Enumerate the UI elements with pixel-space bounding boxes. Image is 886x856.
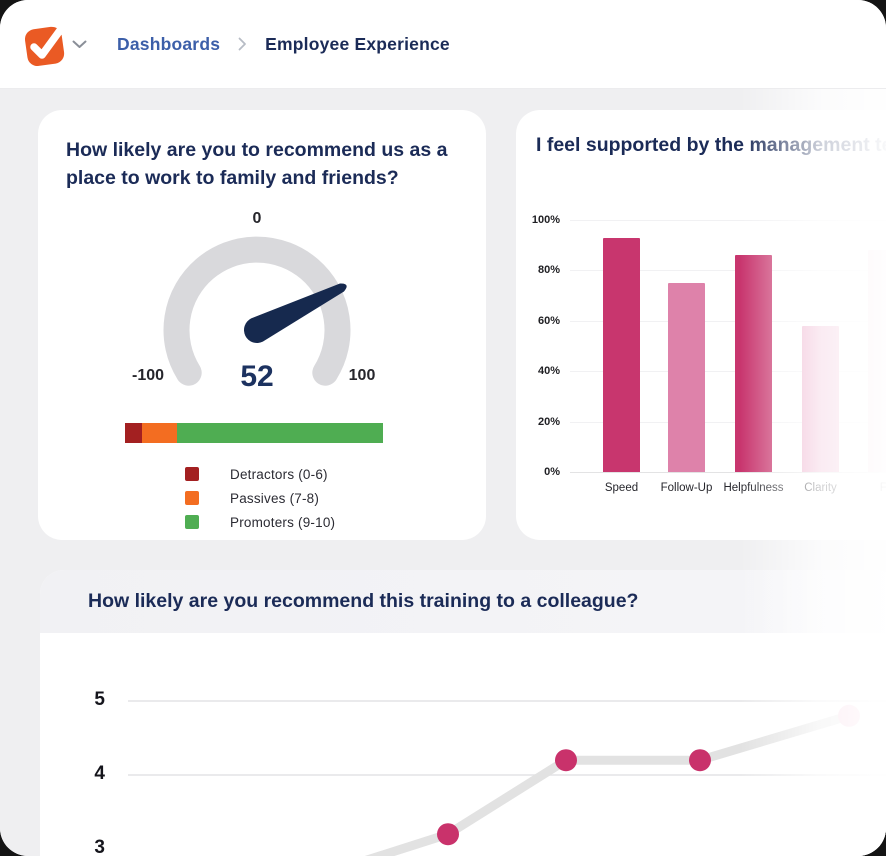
bar-chart-gridline — [570, 472, 886, 473]
line-chart-line — [364, 711, 854, 856]
bar-chart-ytick-label: 40% — [537, 365, 560, 378]
dashboard-content: How likely are you to recommend us as a … — [0, 88, 886, 856]
bar-chart-gridline — [570, 371, 886, 373]
breadcrumb-dashboards-link[interactable]: Dashboards — [117, 33, 221, 54]
nps-distribution-bar — [125, 423, 383, 443]
nps-bar-segment — [176, 423, 383, 443]
line-chart-point — [437, 823, 459, 846]
nps-bar-segment — [125, 423, 142, 443]
support-bar-chart: 0% 20% 40% 60% 80% 100% Speed Follow-Up Helpfuln… — [516, 110, 886, 540]
bar-chart-ytick-label: 60% — [537, 314, 560, 327]
line-chart-point — [555, 749, 577, 772]
gauge-min-tick-label: -100 — [131, 367, 165, 384]
bar-chart-ytick-label: 100% — [531, 214, 560, 226]
legend-swatch — [185, 467, 199, 481]
gauge-max-tick-label: 100 — [348, 367, 376, 384]
bar-chart-gridline — [570, 220, 886, 221]
bar-clarity — [802, 325, 839, 472]
nps-card-title: How likely are you to recommend us as a … — [66, 139, 448, 190]
bar-chart-ytick-label: 20% — [537, 415, 560, 428]
checkmark-logo-icon — [24, 25, 65, 67]
line-chart-ytick-label: 5 — [94, 689, 105, 710]
legend-item: Promoters (9-10) — [185, 510, 335, 534]
bar-chart-xtick-label: Follow-Up — [660, 482, 713, 494]
bar-chart-xtick-label: Speed — [604, 482, 639, 494]
training-card-header: How likely are you recommend this traini… — [40, 570, 886, 633]
legend-swatch — [185, 515, 199, 529]
line-chart-point — [838, 704, 860, 727]
line-chart-ytick-label: 3 — [94, 837, 105, 856]
legend-swatch — [185, 491, 199, 505]
bar-chart-ytick-label: 80% — [537, 264, 560, 277]
bar-fri — [868, 250, 886, 472]
breadcrumb-separator-icon — [238, 37, 247, 51]
support-bar-card: I feel supported by the management tea 0… — [516, 110, 886, 540]
nps-bar-segment — [141, 423, 177, 443]
app-logo[interactable] — [20, 20, 68, 68]
line-chart-point — [689, 749, 711, 772]
bar-helpfulness — [735, 255, 772, 472]
bar-follow-up — [668, 283, 705, 472]
gauge-value: 52 — [240, 360, 274, 393]
nps-gauge-chart — [163, 236, 351, 386]
line-chart-ytick-label: 4 — [94, 763, 105, 784]
bar-chart-ytick-label: 0% — [544, 466, 560, 478]
chevron-down-icon[interactable] — [72, 40, 87, 49]
breadcrumb-current-page: Employee Experience — [265, 33, 450, 54]
bar-chart-gridline — [570, 270, 886, 272]
bar-speed — [603, 237, 640, 472]
bar-chart-gridline — [570, 421, 886, 423]
bar-chart-xtick-label: Fri — [879, 482, 886, 494]
breadcrumb: Dashboards Employee Experience — [117, 34, 450, 55]
gauge-top-tick-label: 0 — [252, 210, 262, 227]
bar-chart-gridline — [570, 320, 886, 322]
nps-gauge-card: How likely are you to recommend us as a … — [38, 110, 486, 540]
legend-item-label: Detractors (0-6) — [230, 466, 328, 482]
nps-legend: Detractors (0-6) Passives (7-8) Promoters … — [185, 462, 335, 534]
training-line-card: How likely are you recommend this traini… — [40, 570, 886, 856]
top-bar: Dashboards Employee Experience — [0, 0, 886, 89]
legend-item-label: Passives (7-8) — [230, 490, 320, 506]
training-card-title: How likely are you recommend this traini… — [88, 590, 639, 612]
gauge-needle — [244, 283, 347, 343]
legend-item: Detractors (0-6) — [185, 462, 335, 486]
legend-item: Passives (7-8) — [185, 486, 335, 510]
legend-item-label: Promoters (9-10) — [230, 514, 336, 530]
